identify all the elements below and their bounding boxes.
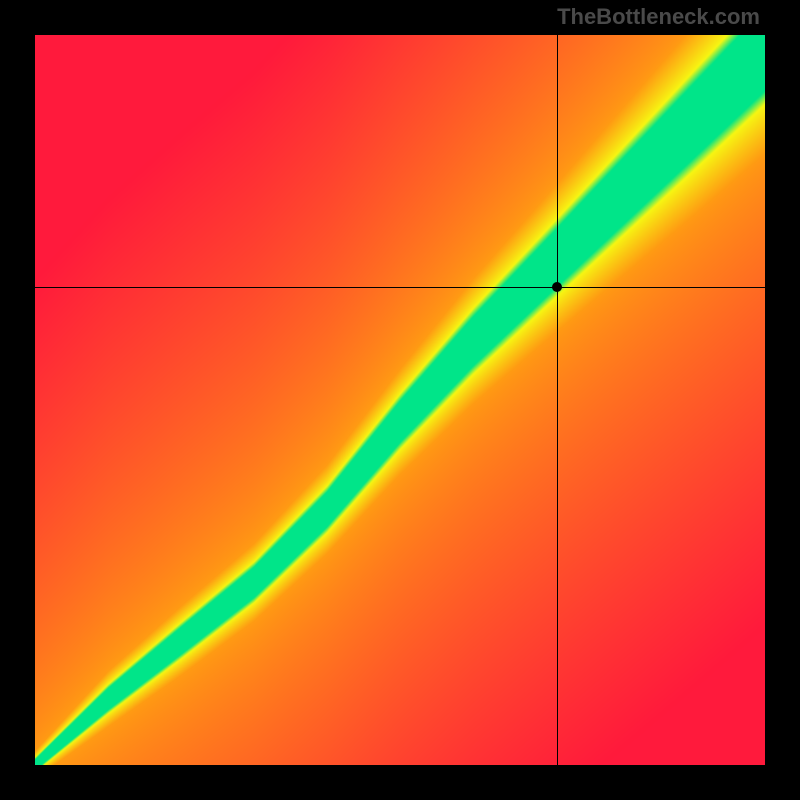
plot-area xyxy=(35,35,765,765)
heatmap-canvas xyxy=(35,35,765,765)
crosshair-horizontal xyxy=(35,287,765,288)
crosshair-marker xyxy=(552,282,562,292)
crosshair-vertical xyxy=(557,35,558,765)
watermark-text: TheBottleneck.com xyxy=(557,4,760,30)
chart-container: TheBottleneck.com xyxy=(0,0,800,800)
